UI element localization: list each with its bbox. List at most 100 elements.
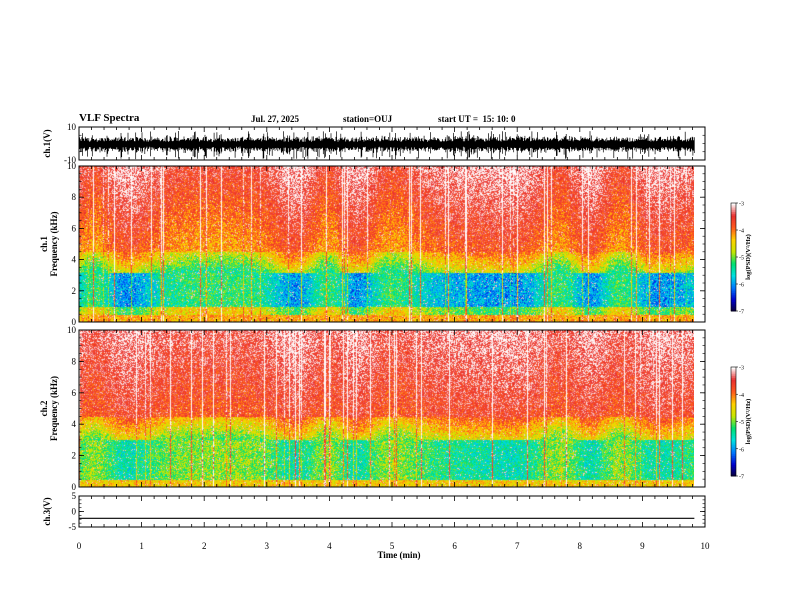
colorbar-tick-label: -6 xyxy=(739,283,744,289)
y-tick-label: 6 xyxy=(72,388,77,398)
colorbar-swatch xyxy=(731,459,736,462)
colorbar-swatch xyxy=(731,383,736,386)
colorbar-tick-label: -5 xyxy=(739,420,744,426)
colorbar-swatch xyxy=(731,249,736,253)
colorbar-swatch xyxy=(731,215,736,218)
colorbar-swatch xyxy=(731,221,736,224)
colorbar-swatch xyxy=(731,381,736,384)
colorbar-swatch xyxy=(731,410,736,413)
colorbar-swatch xyxy=(731,309,736,312)
colorbar-swatch xyxy=(731,203,736,206)
colorbar-swatch xyxy=(731,367,736,370)
colorbar-swatch xyxy=(731,456,736,459)
colorbar-swatch xyxy=(731,396,736,399)
colorbar-swatch xyxy=(731,454,736,457)
x-axis-label: Time (min) xyxy=(377,550,420,560)
colorbar-swatch xyxy=(731,246,736,249)
colorbar-swatch xyxy=(731,235,736,238)
colorbar-swatch xyxy=(731,405,736,408)
colorbar-swatch xyxy=(731,406,736,410)
colorbar-swatch xyxy=(731,226,736,229)
colorbar-swatch xyxy=(731,468,736,472)
y-tick-label: 6 xyxy=(72,223,77,233)
colorbar-swatch xyxy=(731,394,736,397)
colorbar-tick-label: -4 xyxy=(739,393,744,399)
colorbar-swatch xyxy=(731,461,736,464)
colorbar-swatch xyxy=(731,276,736,280)
colorbar-swatch xyxy=(731,219,736,222)
colorbar-swatch xyxy=(731,253,736,256)
colorbar-swatch xyxy=(731,287,736,290)
x-tick-label: 7 xyxy=(515,541,520,551)
y-tick-label: -5 xyxy=(69,522,77,532)
colorbar-swatch xyxy=(731,230,736,233)
colorbar-swatch xyxy=(731,296,736,299)
x-tick-label: 3 xyxy=(265,541,270,551)
y-tick-label: 0 xyxy=(72,507,77,517)
y-tick-label: 2 xyxy=(72,286,77,296)
x-tick-label: 0 xyxy=(77,541,82,551)
y-tick-label: 8 xyxy=(72,356,77,366)
x-tick-label: 6 xyxy=(452,541,457,551)
colorbar-swatch xyxy=(731,414,736,417)
colorbar-swatch xyxy=(731,231,736,235)
colorbar-swatch xyxy=(731,302,736,305)
colorbar-swatch xyxy=(731,390,736,393)
y-tick-label: -10 xyxy=(64,155,76,165)
ch3-waveform-ylabel: ch.3(V) xyxy=(42,497,52,525)
colorbar-swatch xyxy=(731,208,736,211)
colorbar-label: log(PSD)(V²/Hz) xyxy=(745,399,752,445)
colorbar-swatch xyxy=(731,305,736,308)
colorbar-swatch xyxy=(731,417,736,421)
colorbar-tick-label: -5 xyxy=(739,256,744,262)
colorbar-tick-label: -6 xyxy=(739,447,744,453)
colorbar-swatch xyxy=(731,437,736,441)
colorbar-swatch xyxy=(731,224,736,227)
colorbar-swatch xyxy=(731,372,736,375)
colorbar-swatch xyxy=(731,379,736,383)
colorbar-swatch xyxy=(731,450,736,453)
x-tick-label: 10 xyxy=(701,541,711,551)
ch1-waveform-ylabel: ch.1(V) xyxy=(42,129,52,157)
colorbar-swatch xyxy=(731,233,736,236)
colorbar-swatch xyxy=(731,421,736,424)
y-tick-label: 4 xyxy=(72,255,77,265)
colorbar-swatch xyxy=(731,282,736,285)
colorbar-swatch xyxy=(731,262,736,265)
colorbar-swatch xyxy=(731,374,736,377)
colorbar-swatch xyxy=(731,271,736,274)
colorbar-swatch xyxy=(731,204,736,208)
colorbar-swatch xyxy=(731,213,736,217)
colorbar-swatch xyxy=(731,448,736,452)
colorbar-swatch xyxy=(731,258,736,262)
colorbar-swatch xyxy=(731,255,736,258)
colorbar-swatch xyxy=(731,368,736,372)
colorbar-swatch xyxy=(731,289,736,292)
colorbar-swatch xyxy=(731,294,736,298)
colorbar-swatch xyxy=(731,474,736,477)
colorbar-swatch xyxy=(731,240,736,244)
colorbar-swatch xyxy=(731,244,736,247)
x-tick-label: 8 xyxy=(578,541,583,551)
colorbar-tick-label: -7 xyxy=(739,475,744,481)
colorbar-swatch xyxy=(731,293,736,296)
ch1-spectrogram-ylabel: Frequency (kHz) xyxy=(49,211,59,276)
colorbar-swatch xyxy=(731,257,736,260)
colorbar-swatch xyxy=(731,303,736,307)
colorbar-swatch xyxy=(731,472,736,475)
colorbar-swatch xyxy=(731,426,736,430)
colorbar-swatch xyxy=(731,284,736,287)
date-label: Jul. 27, 2025 xyxy=(251,114,300,124)
colorbar-tick-label: -3 xyxy=(739,202,744,208)
start-time-label: start UT = 15: 10: 0 xyxy=(438,114,516,124)
chart-title: VLF Spectra xyxy=(79,112,140,124)
colorbar-swatch xyxy=(731,466,736,470)
x-tick-label: 4 xyxy=(327,541,332,551)
colorbar-swatch xyxy=(731,280,736,283)
colorbar-swatch xyxy=(731,237,736,240)
colorbar-swatch xyxy=(731,385,736,388)
y-tick-label: 4 xyxy=(72,419,77,429)
colorbar-swatch xyxy=(731,264,736,267)
y-tick-label: 0 xyxy=(72,482,77,492)
